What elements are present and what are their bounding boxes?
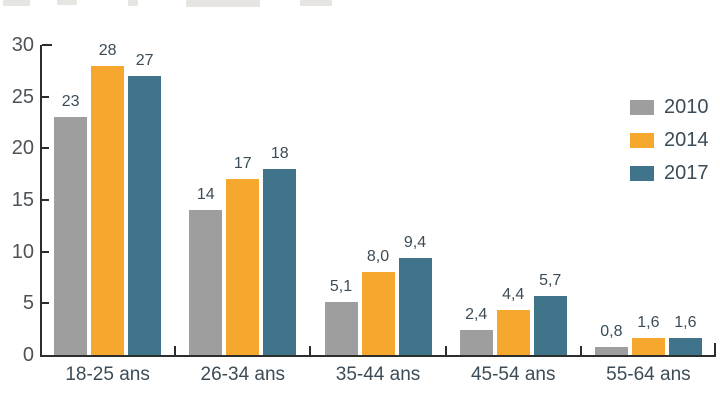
bar-value-label: 5,7 xyxy=(539,272,562,290)
x-tick xyxy=(309,346,312,355)
bar-2014-18-25-ans: 28 xyxy=(91,42,125,355)
bar-value-label: 0,8 xyxy=(600,322,623,340)
y-tick xyxy=(42,302,49,305)
bar-group: 0,8 1,6 1,6 xyxy=(581,45,716,355)
bar-2017-35-44-ans: 9,4 xyxy=(398,234,432,355)
bar-2014-45-54-ans: 4,4 xyxy=(496,286,530,355)
y-tick-label: 20 xyxy=(11,137,34,160)
bar-2017-26-34-ans: 18 xyxy=(263,145,297,355)
legend-item-2014: 2014 xyxy=(630,130,709,150)
bar-value-label: 8,0 xyxy=(366,248,390,266)
legend-label: 2014 xyxy=(664,129,709,151)
bar-value-label: 1,6 xyxy=(674,314,697,332)
category-label: 55-64 ans xyxy=(606,364,691,385)
y-tick-label: 10 xyxy=(11,240,34,263)
legend-swatch-icon xyxy=(630,132,654,148)
bar-2014-35-44-ans: 8,0 xyxy=(361,248,395,355)
artifact-fragment xyxy=(186,0,260,7)
category-label: 35-44 ans xyxy=(335,364,421,385)
bar-value-label: 14 xyxy=(196,186,215,204)
bar-value-label: 18 xyxy=(270,145,289,162)
plot-area: 23 28 27 14 17 18 5,1 8,0 9,4 2,4 4,4 5,7 0,8 1,6 1,6 xyxy=(40,42,716,355)
legend-swatch-icon xyxy=(630,99,654,115)
y-tick-label: 15 xyxy=(11,189,34,211)
bar-2014-26-34-ans: 17 xyxy=(226,155,260,355)
y-tick-label: 0 xyxy=(22,344,34,366)
bar-2017-55-64-ans: 1,6 xyxy=(668,314,702,355)
category-label: 18-25 ans xyxy=(65,364,150,385)
bar-value-label: 17 xyxy=(233,155,252,173)
artifact-fragment xyxy=(128,0,138,6)
x-tick xyxy=(579,346,582,355)
y-tick xyxy=(42,95,49,98)
x-axis-end-cap xyxy=(714,343,716,355)
bar-2017-18-25-ans: 27 xyxy=(128,52,162,355)
y-tick-label: 25 xyxy=(11,85,34,108)
bar-2010-35-44-ans: 5,1 xyxy=(324,278,358,355)
bar-value-label: 27 xyxy=(135,52,154,69)
bar-group: 5,1 8,0 9,4 xyxy=(310,45,445,355)
artifact-fragment xyxy=(57,0,77,5)
bar-2010-18-25-ans: 23 xyxy=(54,93,88,355)
bar-2010-26-34-ans: 14 xyxy=(189,186,223,355)
bar-value-label: 28 xyxy=(98,41,117,59)
bar-2010-45-54-ans: 2,4 xyxy=(459,306,493,355)
category-labels: 18-25 ans 26-34 ans 35-44 ans 45-54 ans 55-6… xyxy=(40,364,716,386)
legend-item-2017: 2017 xyxy=(630,163,709,183)
bar-2017-45-54-ans: 5,7 xyxy=(533,272,567,355)
artifact-fragment xyxy=(3,0,30,6)
bar-value-label: 4,4 xyxy=(502,285,525,303)
legend: 2010 2014 2017 xyxy=(630,97,709,196)
legend-item-2010: 2010 xyxy=(630,97,709,117)
bar-value-label: 2,4 xyxy=(465,306,488,324)
bar-group: 14 17 18 xyxy=(175,45,310,355)
y-tick-label: 5 xyxy=(22,292,34,315)
legend-label: 2017 xyxy=(664,162,709,184)
bar-2010-55-64-ans: 0,8 xyxy=(594,323,628,355)
y-tick-label: 30 xyxy=(11,34,34,56)
bar-value-label: 5,1 xyxy=(329,278,353,296)
y-axis-line xyxy=(40,45,42,357)
x-axis-line xyxy=(40,355,716,357)
legend-swatch-icon xyxy=(630,165,654,181)
bar-value-label: 23 xyxy=(61,93,80,111)
x-tick xyxy=(444,346,447,355)
y-tick xyxy=(42,44,52,46)
y-tick xyxy=(42,147,49,150)
bar-group: 23 28 27 xyxy=(40,42,175,355)
category-label: 26-34 ans xyxy=(200,364,286,385)
bar-2014-55-64-ans: 1,6 xyxy=(631,314,665,355)
bar-value-label: 9,4 xyxy=(403,233,427,251)
bar-group: 2,4 4,4 5,7 xyxy=(446,45,581,355)
y-tick xyxy=(42,199,49,201)
artifact-fragment xyxy=(300,0,332,6)
x-tick xyxy=(174,346,177,355)
category-label: 45-54 ans xyxy=(470,364,556,385)
legend-label: 2010 xyxy=(664,96,709,118)
y-tick xyxy=(42,250,49,253)
bar-value-label: 1,6 xyxy=(637,314,660,332)
